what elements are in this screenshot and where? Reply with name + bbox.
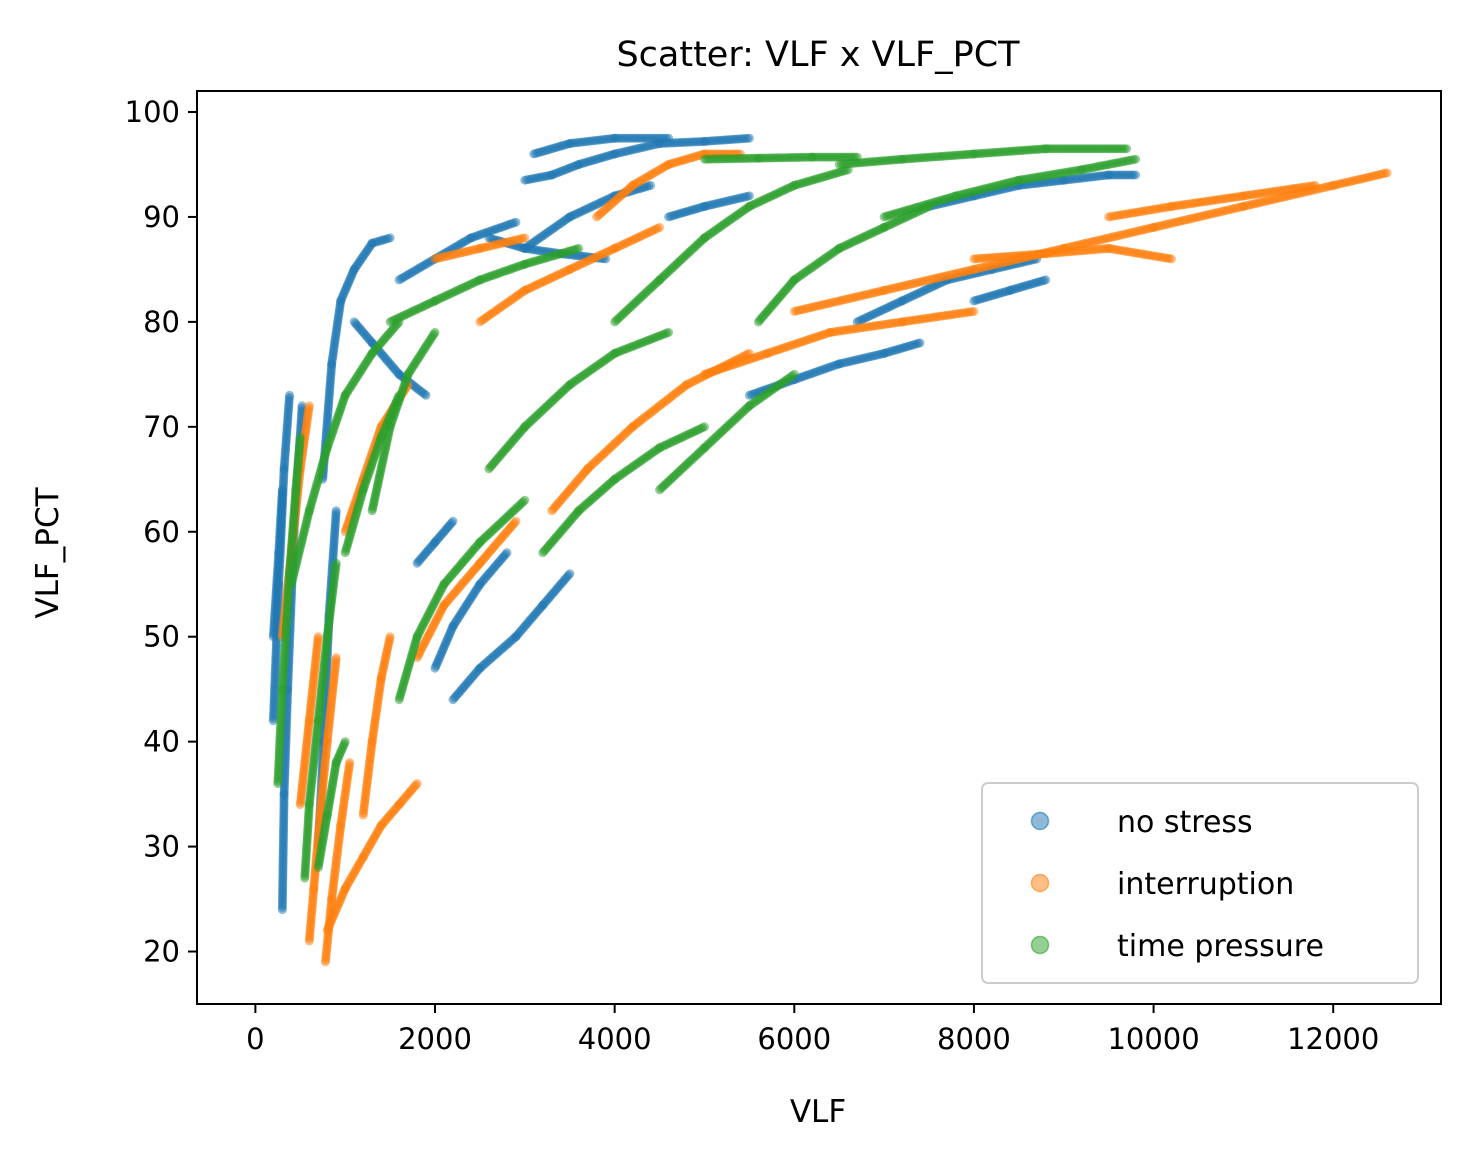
data-point <box>285 390 294 400</box>
data-point <box>646 180 656 190</box>
data-point <box>700 422 709 432</box>
data-point <box>969 306 979 316</box>
data-point <box>511 516 521 526</box>
data-point <box>313 632 323 642</box>
data-point <box>1131 170 1141 180</box>
data-point <box>448 516 458 526</box>
data-point <box>385 632 395 642</box>
data-point <box>331 558 341 568</box>
data-point <box>664 133 674 143</box>
data-point <box>1122 144 1132 154</box>
data-point <box>345 758 355 768</box>
data-point <box>664 327 674 337</box>
data-point <box>1041 275 1051 285</box>
data-point <box>340 737 350 747</box>
data-point <box>385 233 395 243</box>
data-point <box>412 779 422 789</box>
data-point <box>1382 168 1392 178</box>
data-point <box>502 548 512 558</box>
data-point <box>421 390 431 400</box>
data-point <box>511 217 521 227</box>
data-point <box>297 401 307 411</box>
data-point <box>430 327 440 337</box>
data-point <box>304 401 314 411</box>
data-point <box>331 506 341 516</box>
data-point <box>295 432 305 442</box>
data-point <box>277 485 287 495</box>
data-point <box>565 569 575 579</box>
data-point <box>1167 254 1176 264</box>
data-point <box>744 133 754 143</box>
scatter-points <box>268 133 1392 967</box>
data-point <box>520 233 530 243</box>
data-point <box>1310 180 1320 190</box>
data-point <box>655 222 665 232</box>
chart-title: Scatter: VLF x VLF_PCT <box>616 35 1020 75</box>
data-point <box>331 653 341 663</box>
data-point <box>574 243 584 253</box>
data-point <box>520 495 530 505</box>
data-point <box>915 338 925 348</box>
data-point <box>744 191 754 201</box>
